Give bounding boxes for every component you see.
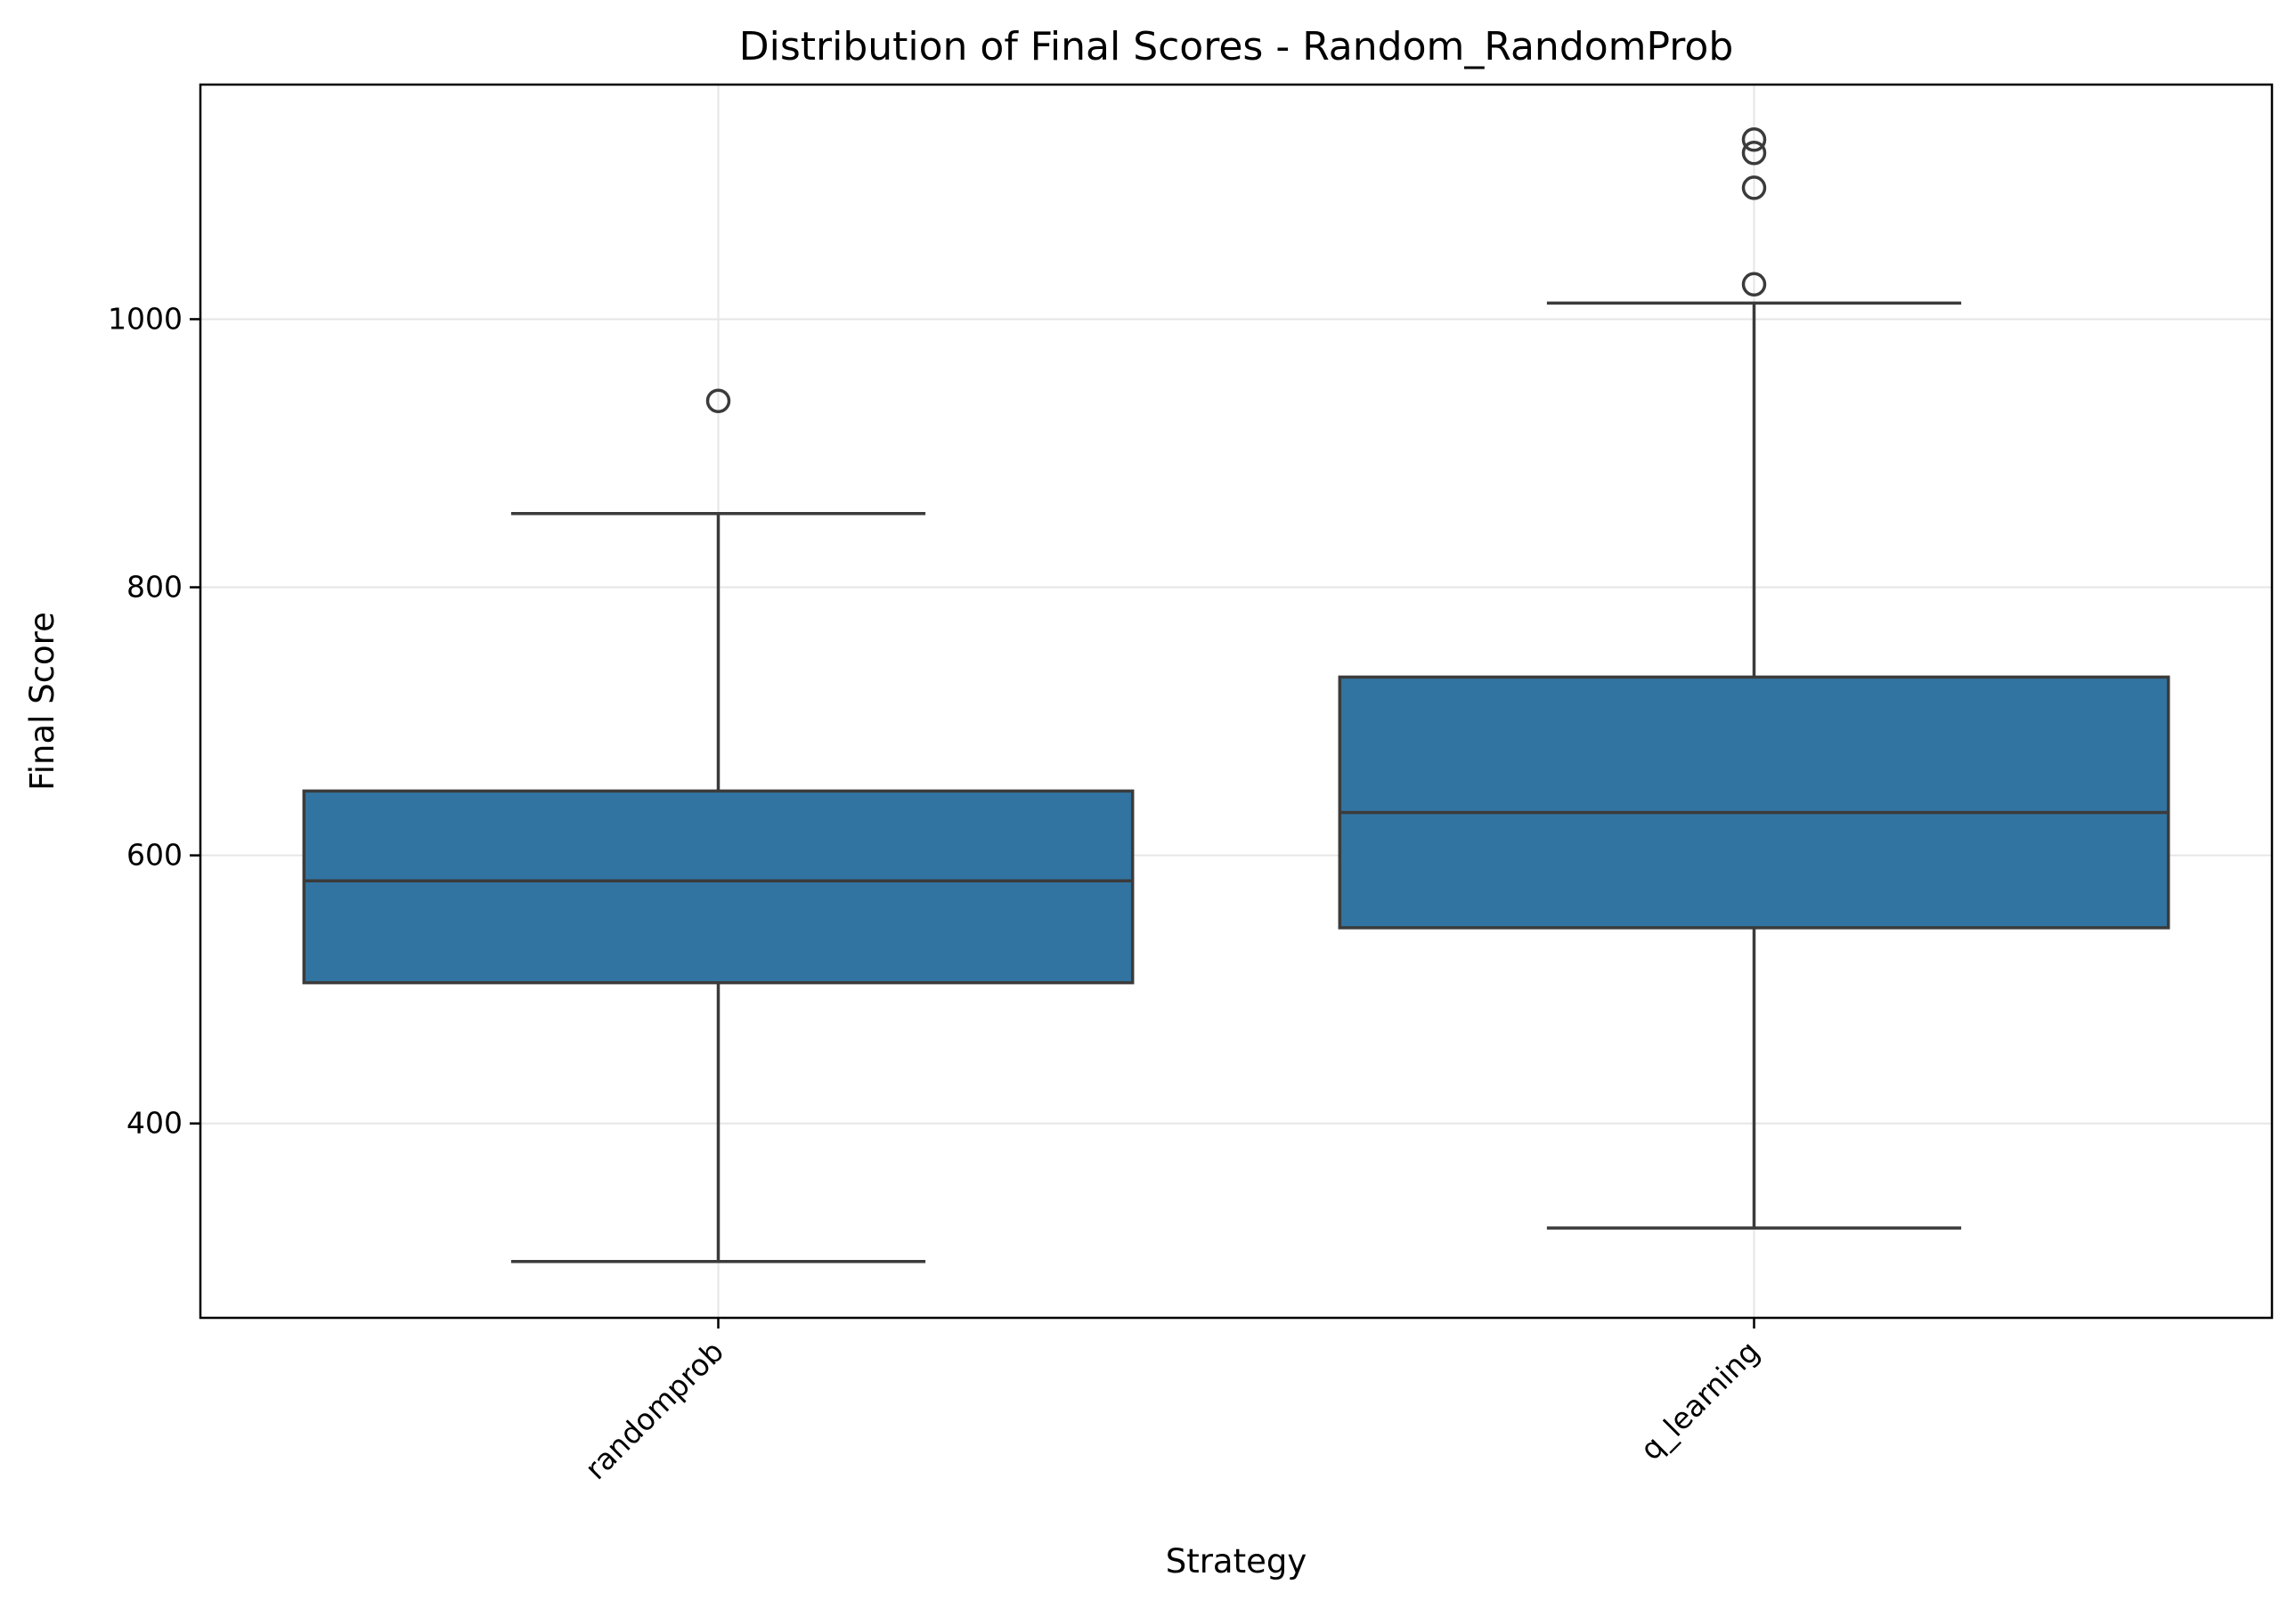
y-tick-label: 400 [126,1106,183,1141]
outlier-point [1741,272,1767,297]
box-group [1338,126,2170,1230]
y-tick-label: 1000 [108,301,183,336]
y-tick-label: 800 [126,570,183,605]
outlier-point [705,388,731,414]
iqr-box [302,789,1135,985]
plot-area-frame [199,83,2274,1320]
y-axis-label: Final Score [23,612,61,791]
chart-title: Distribution of Final Scores - Random_Ra… [739,24,1734,69]
iqr-box [1338,675,2170,930]
box-layer [302,126,2170,1264]
x-axis-label: Strategy [1166,1542,1307,1581]
outlier-point [1741,141,1767,166]
y-tick-label: 600 [126,838,183,873]
outlier-point [1741,126,1767,152]
box-group [302,388,1135,1264]
outlier-point [1741,175,1767,200]
